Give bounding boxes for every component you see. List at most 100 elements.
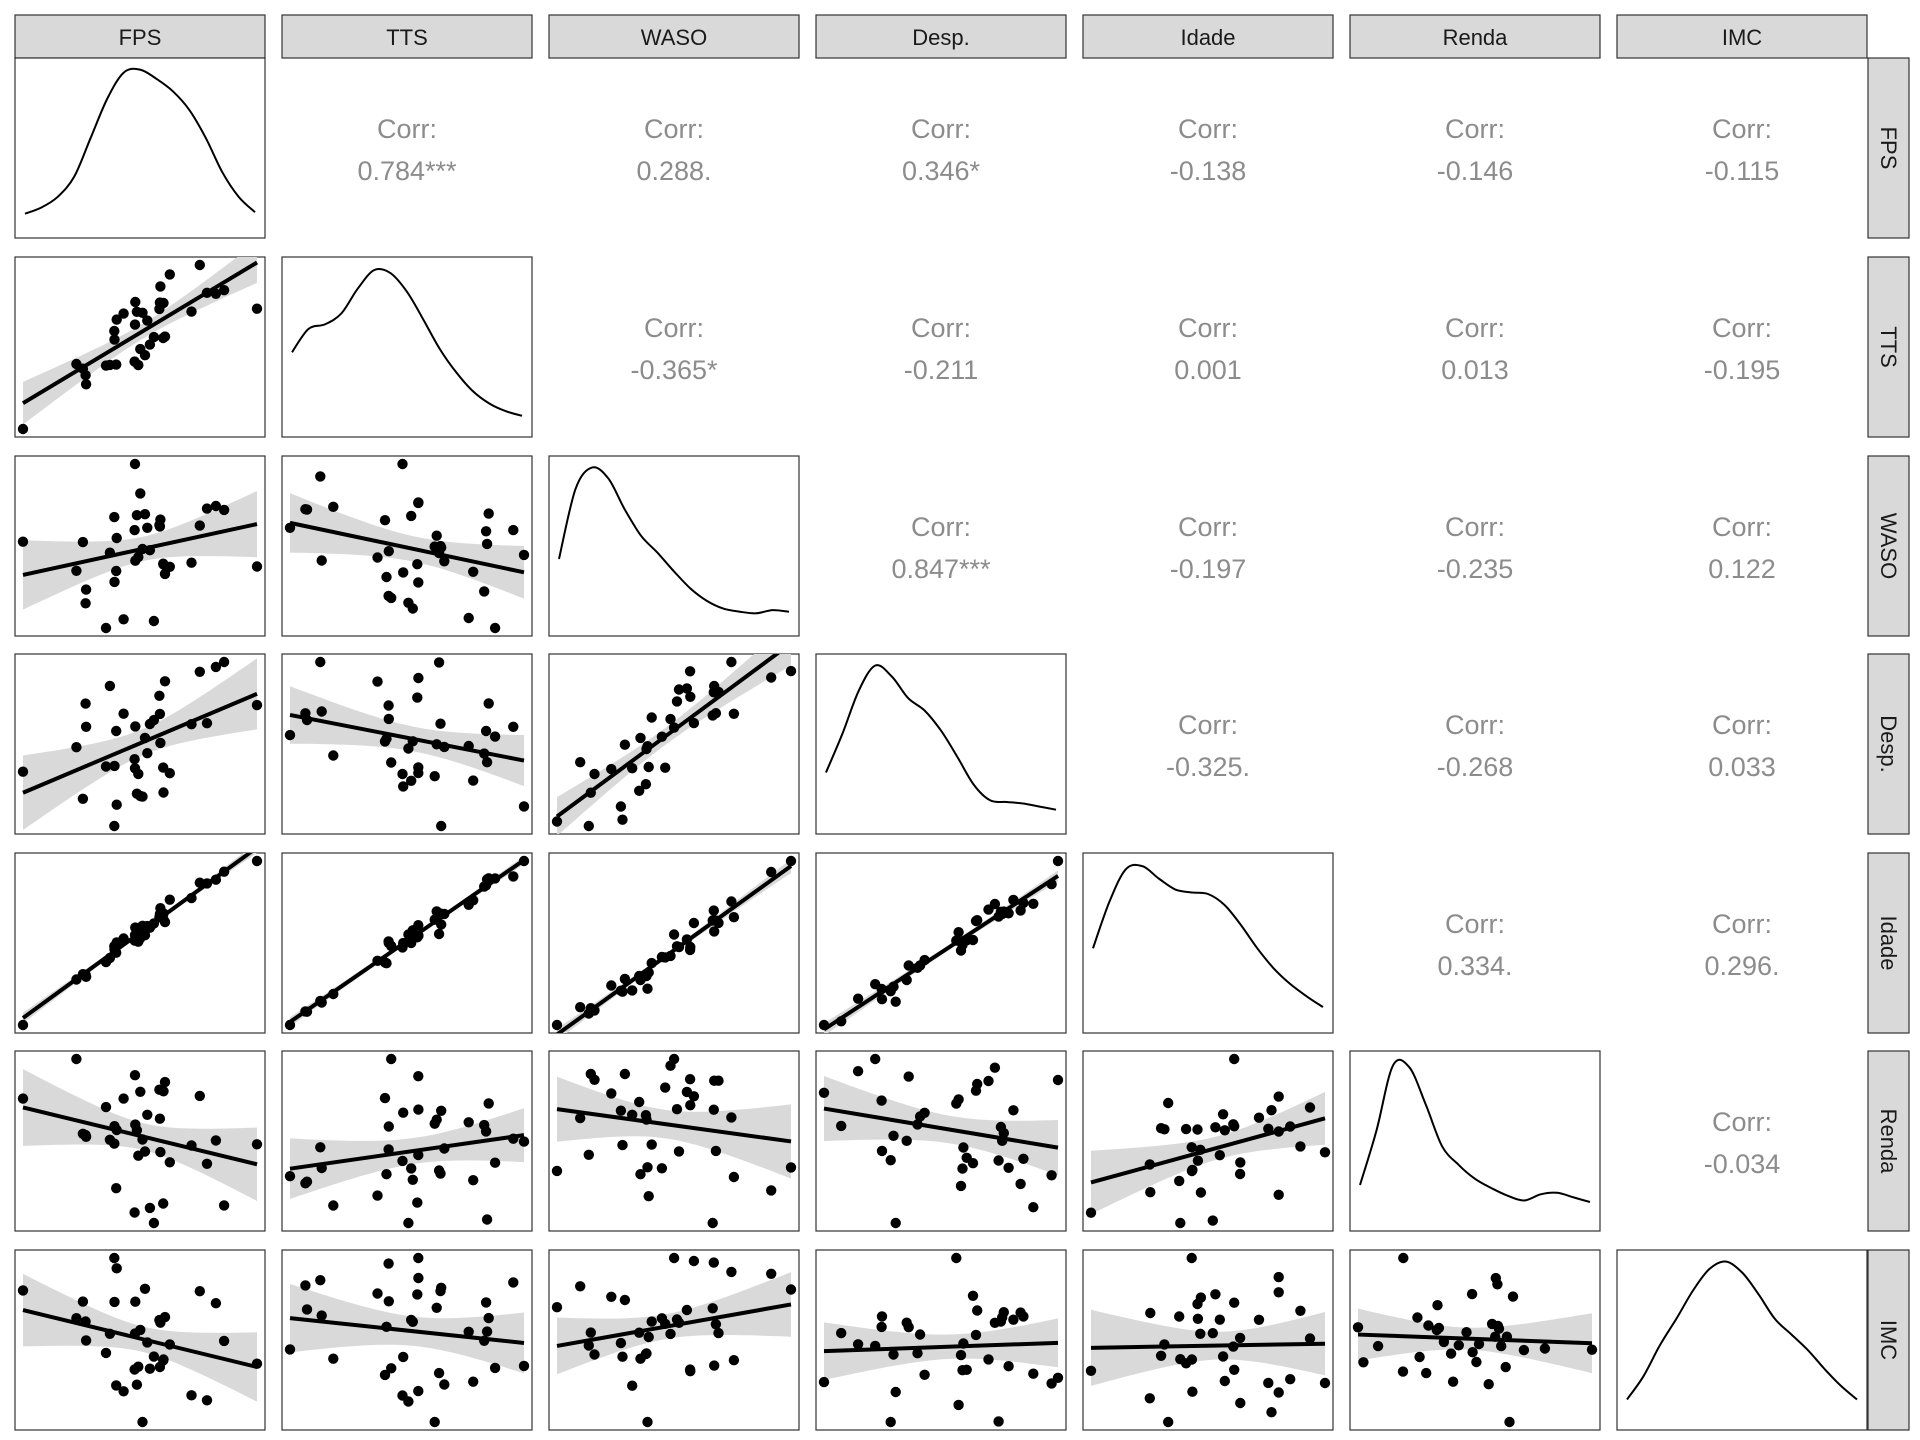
regression-line <box>555 654 781 819</box>
data-point <box>1052 1074 1064 1086</box>
data-point <box>1518 1344 1530 1356</box>
data-point <box>640 779 652 790</box>
data-point <box>688 1091 700 1102</box>
corr-value: -0.195 <box>1704 355 1781 385</box>
data-point <box>480 1297 492 1308</box>
data-point <box>133 768 144 780</box>
data-point <box>1467 1347 1478 1358</box>
data-point <box>406 510 417 522</box>
data-point <box>1471 1356 1482 1368</box>
data-point <box>1445 1348 1457 1359</box>
data-point <box>1174 1175 1185 1187</box>
data-point <box>870 1053 881 1065</box>
data-point <box>766 1268 777 1280</box>
data-point <box>619 1068 631 1080</box>
regression-line <box>288 858 526 1024</box>
data-point <box>575 1112 586 1124</box>
data-point <box>148 615 160 627</box>
data-point <box>397 458 408 470</box>
data-point <box>155 281 166 292</box>
data-point <box>1192 1313 1204 1325</box>
data-point <box>589 1074 600 1086</box>
data-point <box>967 1290 979 1302</box>
regression-line <box>556 1302 792 1348</box>
data-point <box>957 1163 968 1174</box>
data-point <box>583 820 594 832</box>
corr-label: Corr: <box>911 114 971 144</box>
data-point <box>111 1183 122 1194</box>
data-point <box>1015 1178 1026 1190</box>
data-point <box>139 1283 151 1295</box>
column-header-label: Idade <box>1180 25 1235 50</box>
corr-value: -0.325. <box>1166 752 1250 782</box>
corr-value: -0.211 <box>904 355 979 385</box>
data-point <box>606 1291 617 1303</box>
data-point <box>104 680 116 692</box>
data-point <box>972 1305 983 1316</box>
data-point <box>642 1416 653 1428</box>
data-point <box>328 1200 339 1211</box>
data-point <box>903 1071 914 1082</box>
data-point <box>372 552 383 563</box>
data-point <box>439 556 450 567</box>
data-point <box>518 1360 530 1372</box>
corr-label: Corr: <box>1178 313 1238 343</box>
data-point <box>431 1114 442 1125</box>
density-panel-desp <box>815 653 1067 835</box>
data-point <box>142 1109 153 1121</box>
strip-background <box>1616 14 1868 59</box>
data-point <box>109 576 120 588</box>
corr-label: Corr: <box>1712 909 1772 939</box>
data-point <box>481 1214 493 1225</box>
data-point <box>671 696 683 707</box>
data-point <box>710 708 722 719</box>
regression-line <box>22 1308 258 1369</box>
data-point <box>1046 1170 1057 1181</box>
data-point <box>379 1369 391 1381</box>
data-point <box>80 584 92 595</box>
scatter-panel-imc-vs-tts <box>281 1249 533 1431</box>
data-point <box>1144 1393 1156 1404</box>
data-point <box>481 538 493 550</box>
data-point <box>617 1351 628 1362</box>
corr-cell-waso-desp: Corr: 0.847*** <box>891 512 991 584</box>
column-header-desp: Desp. <box>815 14 1067 59</box>
data-point <box>766 672 777 683</box>
corr-value: -0.365* <box>630 355 718 385</box>
data-point <box>585 1327 596 1338</box>
data-point <box>685 691 696 702</box>
corr-value: 0.296. <box>1704 951 1779 981</box>
data-point <box>1490 1272 1502 1284</box>
data-point <box>912 1348 923 1359</box>
corr-label: Corr: <box>1445 313 1505 343</box>
data-point <box>158 332 169 344</box>
data-point <box>218 285 230 296</box>
data-point <box>1473 1338 1485 1350</box>
data-point <box>436 1105 447 1117</box>
data-point <box>80 379 92 390</box>
data-point <box>993 1155 1004 1166</box>
data-point <box>709 1075 720 1086</box>
data-point <box>406 1163 417 1174</box>
regression-line <box>21 260 259 405</box>
scatter-panel-renda-vs-fps <box>14 1050 266 1232</box>
data-point <box>315 1142 326 1153</box>
data-point <box>429 1416 440 1428</box>
panel-border <box>1082 852 1334 1034</box>
data-point <box>953 927 964 938</box>
data-point <box>1219 1375 1231 1387</box>
data-point <box>316 706 327 717</box>
data-point <box>386 1053 397 1065</box>
data-point <box>433 657 445 668</box>
data-point <box>381 571 392 583</box>
strip-background <box>1867 256 1910 438</box>
panel-border <box>548 455 800 637</box>
data-point <box>619 739 631 750</box>
data-point <box>1180 1123 1192 1135</box>
regression-line <box>1090 1116 1326 1185</box>
data-point <box>479 1119 490 1131</box>
data-point <box>681 1304 693 1316</box>
data-point <box>80 598 91 609</box>
corr-cell-idade-imc: Corr: 0.296. <box>1704 909 1779 981</box>
data-point <box>489 622 501 634</box>
